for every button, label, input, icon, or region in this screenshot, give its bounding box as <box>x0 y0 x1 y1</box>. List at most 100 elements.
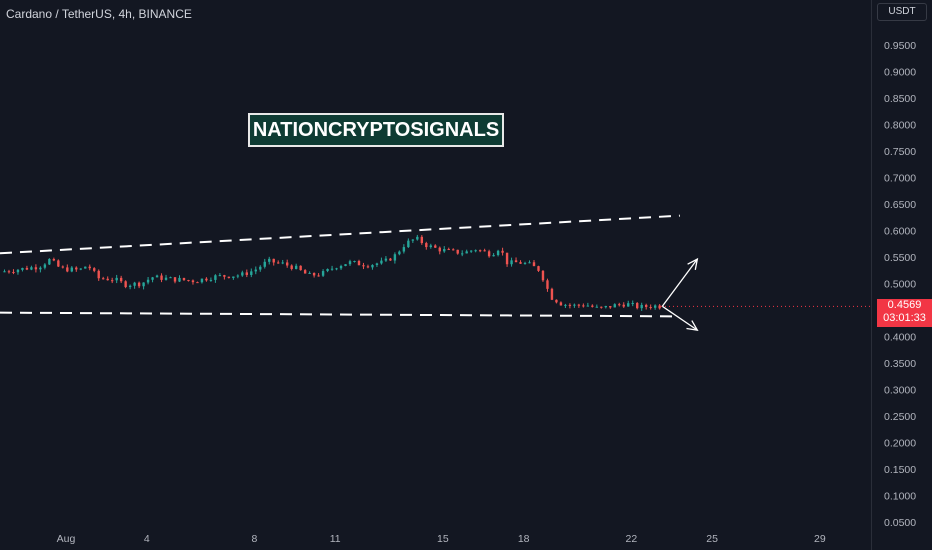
projection-arrow[interactable] <box>661 305 698 331</box>
candle-body <box>541 270 545 281</box>
candle-body <box>79 268 82 270</box>
candle-body <box>191 280 195 283</box>
candle-body <box>631 303 634 305</box>
time-tick-label: 8 <box>252 533 258 545</box>
candle-body <box>514 260 518 263</box>
candle-body <box>151 277 154 280</box>
axis-separator <box>871 0 872 550</box>
candle-body <box>330 268 334 270</box>
candle-body <box>93 268 96 271</box>
candle-body <box>600 306 603 308</box>
price-tick-label: 0.0500 <box>884 517 916 529</box>
candle-body <box>568 304 572 306</box>
candle-body <box>523 262 527 264</box>
price-tick-label: 0.7000 <box>884 173 916 185</box>
arrow-head <box>686 320 699 331</box>
candle-body <box>200 278 204 283</box>
candle-body <box>218 275 222 277</box>
candle-body <box>263 261 266 267</box>
candle-body <box>317 275 320 277</box>
candle-body <box>281 262 284 264</box>
candle-body <box>622 304 625 307</box>
price-tick-label: 0.9500 <box>884 40 916 52</box>
candle-body <box>308 272 311 274</box>
candles <box>3 234 661 311</box>
candle-body <box>102 278 105 280</box>
candle-body <box>618 304 621 306</box>
candle-body <box>290 265 293 269</box>
candle-body <box>137 282 141 287</box>
price-tick-label: 0.6000 <box>884 226 916 238</box>
candle-body <box>492 255 495 257</box>
candle-body <box>550 288 554 300</box>
candle-body <box>339 266 343 269</box>
candle-body <box>640 304 643 309</box>
candle-body <box>438 247 441 252</box>
candle-body <box>52 259 56 261</box>
price-tick-label: 0.2000 <box>884 438 916 450</box>
price-axis[interactable]: 0.9500 0.9000 0.8500 0.8000 0.7500 0.7000 0.65… <box>884 40 916 529</box>
projection-arrow[interactable] <box>661 258 698 307</box>
channel-trendline[interactable] <box>0 311 680 318</box>
candle-body <box>209 279 213 281</box>
candle-body <box>443 249 446 252</box>
candle-body <box>564 304 567 306</box>
bar-countdown: 03:01:33 <box>883 312 926 324</box>
time-tick-label: 18 <box>518 533 530 545</box>
candle-body <box>348 261 352 265</box>
currency-label[interactable]: USDT <box>877 3 927 21</box>
candle-body <box>389 258 392 261</box>
candle-body <box>245 272 249 275</box>
candle-body <box>452 249 455 251</box>
candle-body <box>254 269 257 272</box>
time-tick-label: 4 <box>144 533 150 545</box>
candle-body <box>429 245 432 248</box>
candle-body <box>658 305 661 309</box>
candle-body <box>124 281 127 288</box>
time-tick-label: 25 <box>706 533 718 545</box>
channel-trendline[interactable] <box>0 214 680 255</box>
price-tick-label: 0.9000 <box>884 67 916 79</box>
candle-body <box>227 276 231 278</box>
candle-body <box>66 267 69 272</box>
candle-body <box>582 305 585 307</box>
candle-body <box>460 253 464 255</box>
candle-body <box>169 277 172 279</box>
candle-body <box>39 267 42 270</box>
candle-body <box>402 247 406 252</box>
candle-body <box>456 249 459 254</box>
candle-body <box>294 265 298 269</box>
candle-body <box>160 275 163 280</box>
candle-body <box>469 250 473 252</box>
candle-body <box>420 236 424 244</box>
last-price-value: 0.4569 <box>887 299 922 311</box>
candle-body <box>362 265 365 267</box>
candle-body <box>30 267 33 270</box>
price-tick-label: 0.6500 <box>884 199 916 211</box>
candle-body <box>241 272 244 276</box>
candle-body <box>613 304 616 308</box>
candle-body <box>586 305 590 307</box>
candle-body <box>532 262 536 267</box>
symbol-title: Cardano / TetherUS, 4h, BINANCE <box>6 7 192 21</box>
candle-body <box>312 272 316 276</box>
candle-body <box>375 263 379 265</box>
time-tick-label: 15 <box>437 533 449 545</box>
candle-body <box>34 267 38 270</box>
candle-body <box>636 303 639 309</box>
candle-body <box>205 278 208 281</box>
time-axis[interactable]: Aug 4 8 11 15 18 22 25 29 <box>57 533 826 545</box>
candle-body <box>250 271 253 275</box>
candle-body <box>591 305 594 307</box>
price-tick-label: 0.3500 <box>884 358 916 370</box>
candle-body <box>384 258 388 261</box>
candle-body <box>75 267 78 270</box>
candle-body <box>501 250 504 253</box>
candle-body <box>604 305 607 308</box>
candle-body <box>326 268 329 272</box>
time-tick-label: 22 <box>626 533 638 545</box>
candle-body <box>474 250 477 252</box>
candle-body <box>465 251 468 254</box>
candle-body <box>88 266 91 269</box>
